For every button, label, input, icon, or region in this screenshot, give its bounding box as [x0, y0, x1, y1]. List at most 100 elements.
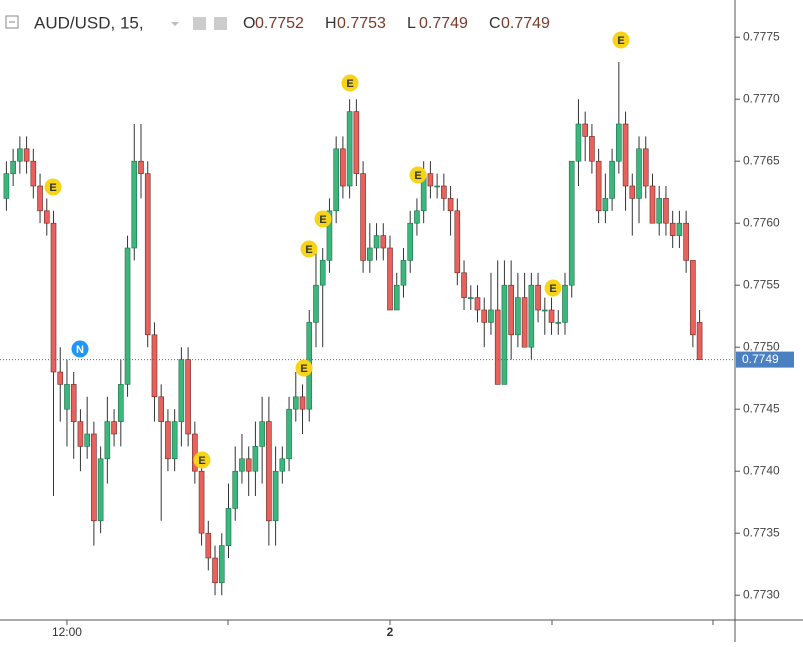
candle-body — [23, 148, 30, 162]
candle-body — [622, 123, 629, 187]
candle-body — [555, 322, 562, 324]
candle-body — [279, 458, 286, 472]
candle-body — [57, 371, 64, 385]
candle-body — [568, 160, 575, 286]
candle-body — [393, 284, 400, 311]
candle-body — [104, 421, 111, 460]
candle-body — [407, 222, 414, 261]
candle-body — [575, 123, 582, 162]
candle-body — [239, 458, 245, 472]
candle-body — [656, 198, 663, 224]
event-marker[interactable] — [409, 166, 427, 184]
candle-body — [97, 458, 104, 522]
event-label: E — [617, 35, 624, 47]
candle-body — [232, 470, 239, 509]
candle-body — [64, 384, 70, 410]
candle-body — [461, 272, 467, 298]
candle-body — [676, 222, 683, 236]
candle-body — [589, 136, 595, 162]
ohlc-value: 0.7753 — [337, 15, 386, 32]
candle-body — [30, 160, 37, 187]
event-marker[interactable] — [295, 359, 313, 377]
candle-body — [467, 297, 474, 299]
candle-body — [373, 235, 380, 249]
candle-body — [292, 396, 299, 410]
event-marker[interactable] — [71, 340, 89, 358]
candle-body — [340, 148, 346, 187]
candle-body — [548, 309, 555, 323]
y-tick-label: 0.7765 — [743, 153, 780, 167]
collapse-icon[interactable] — [5, 15, 19, 29]
candle-body — [649, 185, 656, 224]
candle-body — [414, 210, 420, 224]
candle-body — [454, 210, 461, 274]
plot-area — [0, 62, 735, 596]
candle-body — [165, 421, 171, 460]
y-tick-label: 0.7745 — [743, 401, 780, 415]
settings-icon[interactable] — [214, 17, 227, 30]
candle-body — [131, 160, 138, 249]
candle-body — [151, 334, 158, 398]
event-label: E — [49, 182, 56, 194]
event-marker[interactable] — [341, 74, 359, 92]
x-tick-label: 2 — [387, 625, 394, 639]
candle-body — [562, 284, 568, 323]
candle-body — [212, 557, 218, 584]
candle-body — [663, 198, 669, 224]
candle-body — [158, 396, 164, 422]
y-tick-label: 0.7755 — [743, 277, 780, 291]
candle-body — [380, 235, 387, 249]
event-marker[interactable] — [193, 451, 211, 469]
ohlc-value: 0.7749 — [419, 15, 468, 32]
event-marker[interactable] — [300, 240, 318, 258]
event-marker[interactable] — [612, 31, 630, 49]
candle-body — [333, 148, 339, 212]
candle-body — [400, 260, 407, 286]
event-label: E — [549, 283, 556, 295]
y-tick-label: 0.7735 — [743, 525, 780, 539]
y-tick-label: 0.7760 — [743, 215, 780, 229]
candle-body — [326, 210, 333, 261]
event-marker[interactable] — [544, 279, 562, 297]
ohlc-legend: O 0.7752 H 0.7753 L 0.7749 C 0.7749 — [243, 15, 550, 32]
event-label: E — [346, 78, 353, 90]
candle-body — [494, 309, 501, 385]
symbol-title: AUD/USD, 15, — [34, 13, 144, 32]
candle-body — [77, 421, 84, 447]
candle-body — [690, 260, 696, 336]
candle-body — [434, 185, 440, 188]
ohlc-value: 0.7752 — [255, 15, 304, 32]
eye-icon[interactable] — [193, 17, 206, 30]
candle-body — [387, 247, 393, 311]
candle-body — [70, 384, 77, 422]
candle-body — [218, 545, 225, 584]
candle-body — [642, 148, 649, 187]
candle-body — [91, 433, 97, 522]
event-label: E — [198, 455, 205, 467]
candle-body — [286, 408, 292, 460]
candle-body — [521, 297, 528, 348]
candle-body — [501, 284, 508, 385]
event-marker[interactable] — [44, 178, 62, 196]
dropdown-icon[interactable] — [171, 22, 179, 26]
event-marker[interactable] — [314, 210, 332, 228]
candle-body — [360, 173, 366, 261]
y-tick-label: 0.7770 — [743, 91, 780, 105]
candle-body — [616, 123, 622, 162]
candle-body — [178, 359, 185, 422]
candle-body — [582, 123, 588, 137]
candle-body — [441, 185, 447, 199]
last-price-label: 0.7749 — [742, 352, 779, 366]
x-tick-label: 12:00 — [52, 625, 82, 639]
candle-body — [535, 284, 541, 311]
candle-body — [185, 359, 191, 435]
candle-body — [50, 222, 57, 373]
candle-body — [118, 384, 124, 422]
candle-body — [541, 309, 548, 312]
event-label: E — [305, 244, 312, 256]
candle-body — [488, 309, 494, 323]
candle-body — [629, 185, 636, 199]
candle-body — [43, 210, 50, 224]
y-tick-label: 0.7775 — [743, 29, 780, 43]
candle-body — [683, 222, 689, 261]
